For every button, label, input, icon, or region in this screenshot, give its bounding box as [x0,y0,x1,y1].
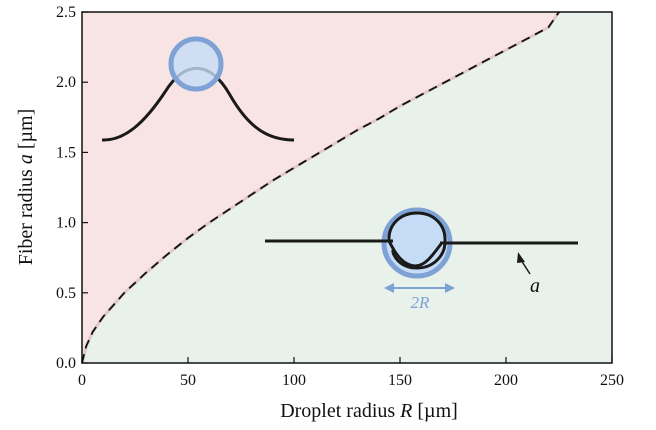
y-tick-label: 2.5 [56,4,76,21]
y-tick-label: 2.0 [56,74,76,91]
fiber-loop-inner [387,240,443,268]
x-axis-ticks: 0 50 100 150 200 250 [78,357,624,389]
y-tick-label: 1.0 [56,215,76,232]
clamshell-droplet-illustration: 2R a [265,207,578,312]
two-r-arrow-head-right [445,283,455,293]
x-tick-label: 200 [494,372,518,389]
x-tick-label: 100 [282,372,306,389]
y-tick-label: 1.5 [56,144,76,161]
x-tick-label: 0 [78,372,86,389]
y-tick-label: 0.5 [56,285,76,302]
upper-region [82,12,559,363]
y-axis-label: Fiber radius a [µm] [15,109,37,266]
lower-region [82,12,612,363]
barrel-droplet-illustration [101,36,295,142]
barrel-droplet-icon [168,36,224,92]
fiber-loop-outer [387,211,447,270]
x-tick-label: 50 [180,372,196,389]
plot-frame [81,11,613,364]
boundary-curve [81,11,560,364]
x-axis-label: Droplet radius R [µm] [280,400,458,422]
a-pointer-line [520,259,531,275]
a-pointer-head [517,252,525,263]
a-label: a [530,275,540,297]
plot-area [80,11,612,364]
x-tick-label: 150 [388,372,412,389]
x-tick-label: 250 [600,372,624,389]
y-tick-label: 0.0 [56,355,76,372]
two-r-arrow-head-left [384,283,394,293]
y-axis-ticks: 0.0 0.5 1.0 1.5 2.0 2.5 [56,4,88,372]
two-r-label: 2R [411,293,431,312]
